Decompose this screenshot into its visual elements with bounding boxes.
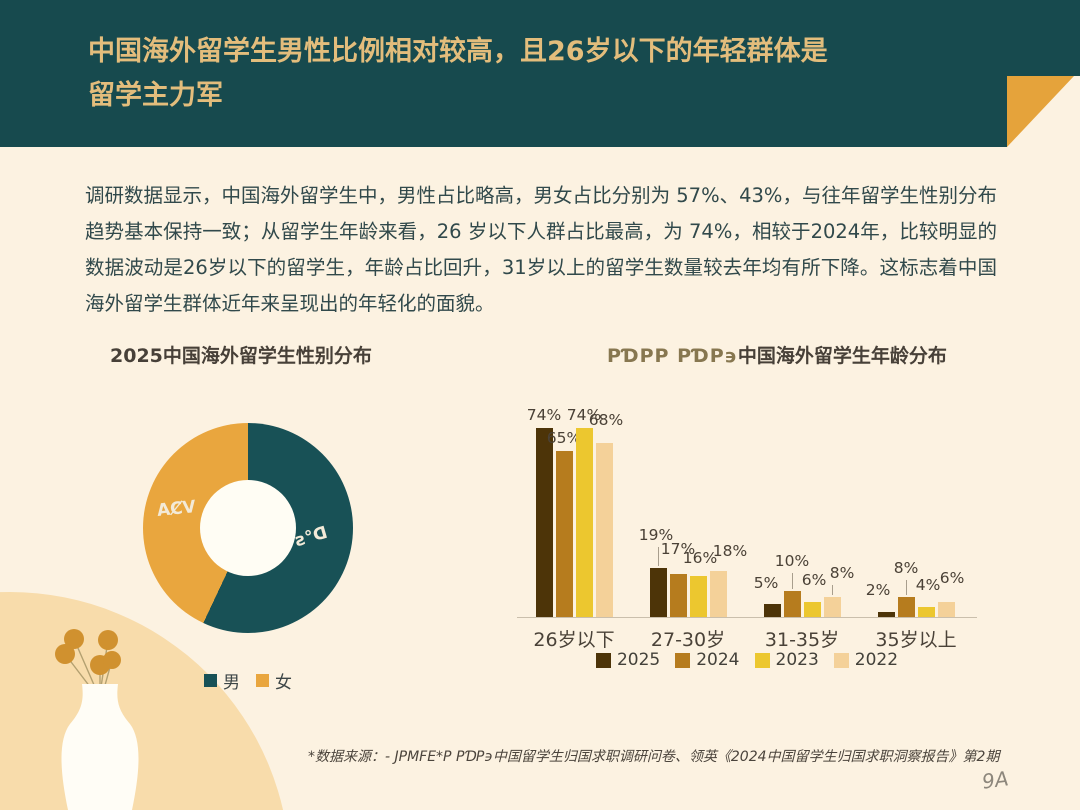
axis-category-label: 31-35岁 xyxy=(764,629,840,651)
bar-value-label: 16% xyxy=(682,549,718,567)
legend-swatch-icon xyxy=(833,652,849,668)
corner-triangle-icon xyxy=(1007,76,1074,147)
vase-icon xyxy=(61,684,139,810)
bar-2023-27-30岁 xyxy=(689,576,707,617)
intro-paragraph: 调研数据显示，中国海外留学生中，男性占比略高，男女占比分别为 57%、43%，与… xyxy=(85,184,997,315)
bar-value-label: 65% xyxy=(546,429,582,447)
bar-value-label: 2% xyxy=(865,581,891,599)
bar-value-label: 10% xyxy=(774,552,810,570)
bar-legend-item-2024: 2024 xyxy=(675,650,740,670)
donut-hole xyxy=(200,480,296,576)
bar-legend-item-2022: 2022 xyxy=(833,650,899,670)
bar-value-label: 17% xyxy=(660,540,696,558)
bar-value-label: 19% xyxy=(638,526,674,544)
pie-legend-item-male: 男 xyxy=(204,668,240,693)
axis-category-label: 35岁以上 xyxy=(875,629,957,651)
bar-value-label: 6% xyxy=(939,569,965,587)
pie-male-value-label: ƨ°ᗡ xyxy=(292,522,330,552)
bar-2024-31-35岁 xyxy=(783,591,801,617)
bar-value-label: 5% xyxy=(753,574,779,592)
bar-2024-27-30岁 xyxy=(669,574,687,617)
bar-2025-26岁以下 xyxy=(535,428,553,617)
legend-swatch-icon xyxy=(256,674,269,687)
bar-2023-26岁以下 xyxy=(575,428,593,617)
bar-2022-26岁以下 xyxy=(595,443,613,617)
bar-legend-item-2025: 2025 xyxy=(595,650,661,670)
bar-2024-35岁以上 xyxy=(897,597,915,617)
legend-swatch-icon xyxy=(595,652,611,668)
value-leader-line xyxy=(832,585,833,595)
slide-title: 中国海外留学生男性比例相对较高，且26岁以下的年轻群体是 留学主力军 xyxy=(88,36,828,111)
bar-value-label: 8% xyxy=(829,564,855,582)
bar-2022-35岁以上 xyxy=(937,602,955,617)
data-source-note: *数据来源：- JPMFE*P ΡƊΡ϶中国留学生归国求职调研问卷、领英《202… xyxy=(308,749,1000,765)
bar-chart: 74% 65% 74% 68% 26岁以下 19% 17% 16% 18% 27-30岁 5% 10%… xyxy=(517,399,977,651)
page-number: 9A xyxy=(980,766,1010,794)
legend-swatch-icon xyxy=(204,674,217,687)
pie-female-value-label: AȻV xyxy=(156,497,197,521)
bar-legend-item-2023: 2023 xyxy=(754,650,819,670)
bar-value-label: 18% xyxy=(712,542,748,560)
bar-2025-27-30岁 xyxy=(649,568,667,617)
axis-category-label: 27-30岁 xyxy=(650,629,726,651)
pie-legend-item-female: 女 xyxy=(256,668,292,693)
bar-value-label: 6% xyxy=(801,571,827,589)
legend-swatch-icon xyxy=(754,652,770,668)
legend-label: 2025 xyxy=(616,650,661,670)
bar-value-label: 74% xyxy=(526,406,562,424)
header-corner-block xyxy=(1007,0,1080,76)
bar-value-label: 4% xyxy=(915,576,941,594)
legend-label: 女 xyxy=(275,673,292,693)
legend-label: 2024 xyxy=(696,650,740,670)
legend-label: 2022 xyxy=(854,650,899,670)
bar-chart-title-main: 中国海外留学生年龄分布 xyxy=(737,345,947,367)
bar-value-label: 68% xyxy=(588,411,624,429)
value-leader-line xyxy=(658,547,659,566)
bar-2022-31-35岁 xyxy=(823,597,841,617)
header-banner xyxy=(0,0,1007,147)
flower-balls-icon xyxy=(55,629,121,675)
bar-2024-26岁以下 xyxy=(555,451,573,617)
bar-2025-35岁以上 xyxy=(877,612,895,617)
legend-label: 2023 xyxy=(775,650,819,670)
axis-category-label: 26岁以下 xyxy=(533,629,615,651)
legend-label: 男 xyxy=(223,673,240,693)
value-leader-line xyxy=(906,580,907,595)
bar-value-label: 74% xyxy=(566,406,602,424)
bar-value-label: 8% xyxy=(893,559,919,577)
vase-flowers-illustration xyxy=(55,629,139,810)
value-leader-line xyxy=(792,573,793,589)
pie-chart-title: 2025中国海外留学生性别分布 xyxy=(110,345,372,367)
pie-legend: 男女 xyxy=(143,668,353,693)
bar-chart-title-prefix: ΡƊΡΡ ΡƊΡ϶ xyxy=(607,345,738,367)
bar-2022-27-30岁 xyxy=(709,571,727,617)
bar-2025-31-35岁 xyxy=(763,604,781,617)
donut-chart: ƨ°ᗡ AȻV xyxy=(143,423,353,633)
bar-legend: 2025 2024 2023 2022 xyxy=(517,650,977,670)
bar-2023-31-35岁 xyxy=(803,602,821,617)
legend-swatch-icon xyxy=(675,652,691,668)
bar-chart-title: ΡƊΡΡ ΡƊΡ϶中国海外留学生年龄分布 xyxy=(607,341,947,368)
bar-2023-35岁以上 xyxy=(917,607,935,617)
